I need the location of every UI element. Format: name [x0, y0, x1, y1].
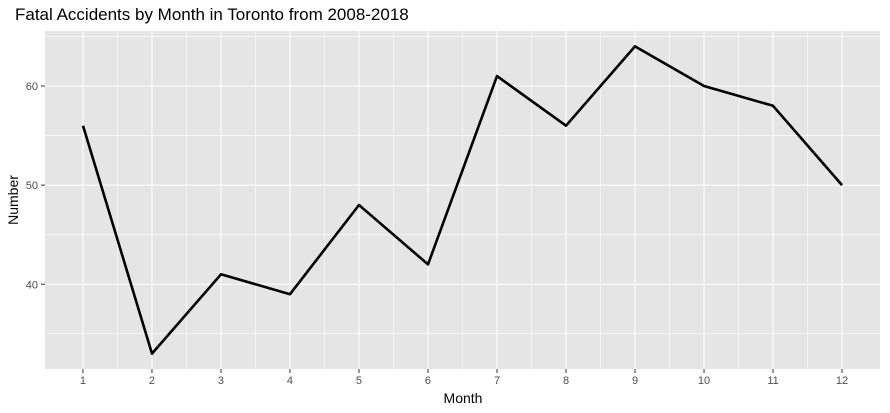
y-tick-label: 50 [26, 180, 38, 192]
x-tick-label: 2 [149, 375, 155, 387]
chart-title: Fatal Accidents by Month in Toronto from… [15, 5, 409, 24]
x-tick-label: 1 [80, 375, 86, 387]
y-axis-title: Number [5, 175, 21, 225]
x-tick-label: 10 [698, 375, 710, 387]
x-tick-label: 5 [356, 375, 362, 387]
y-tick-label: 40 [26, 279, 38, 291]
x-tick-label: 3 [218, 375, 224, 387]
y-tick-label: 60 [26, 81, 38, 93]
major-gridlines [45, 31, 880, 369]
x-tick-label: 6 [425, 375, 431, 387]
y-axis: 40 50 60 [26, 81, 45, 291]
x-tick-label: 12 [836, 375, 848, 387]
x-tick-label: 11 [767, 375, 778, 387]
x-tick-label: 9 [632, 375, 638, 387]
x-axis: 1 2 3 4 5 6 7 8 9 10 11 12 [80, 369, 848, 387]
x-axis-title: Month [444, 390, 483, 406]
x-tick-label: 8 [563, 375, 569, 387]
x-tick-label: 7 [494, 375, 500, 387]
series-line [81, 45, 843, 355]
x-tick-label: 4 [287, 375, 293, 387]
